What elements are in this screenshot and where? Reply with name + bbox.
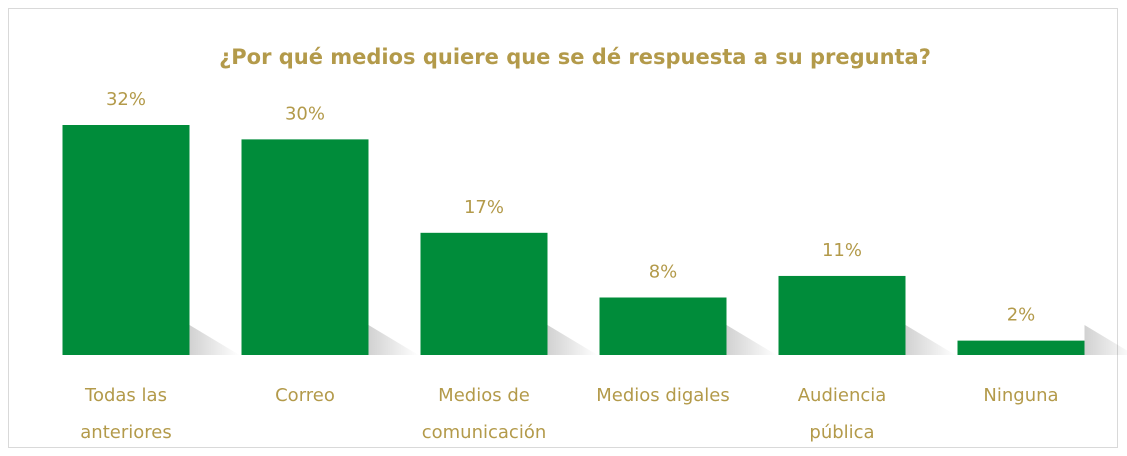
bar [957,340,1085,355]
x-tick-label: Ninguna [983,385,1058,406]
bar [420,232,548,355]
bar-shadow [905,325,956,355]
bar-shadow [726,325,777,355]
bar [599,297,727,355]
bar-shadow [368,325,419,355]
data-label: 32% [106,89,146,110]
data-label: 17% [464,197,504,218]
data-label: 2% [1007,305,1036,326]
bar-shadow [1084,325,1127,355]
x-tick-label: Medios de [438,385,530,406]
x-tick-label: anteriores [80,422,171,443]
bar [62,125,190,355]
x-tick-label: pública [809,422,874,443]
data-label: 30% [285,103,325,124]
data-label: 11% [822,240,862,261]
x-tick-label: Medios digales [596,385,729,406]
bar-shadow [547,325,598,355]
x-tick-label: Audiencia [798,385,887,406]
bar [778,275,906,355]
bar [241,139,369,355]
bar-shadow [189,325,240,355]
data-label: 8% [649,262,678,283]
x-tick-label: Correo [275,385,335,406]
x-tick-label: comunicación [422,422,547,443]
chart-title: ¿Por qué medios quiere que se dé respues… [219,45,931,69]
x-tick-label: Todas las [84,385,167,406]
chart-frame [8,8,1118,448]
